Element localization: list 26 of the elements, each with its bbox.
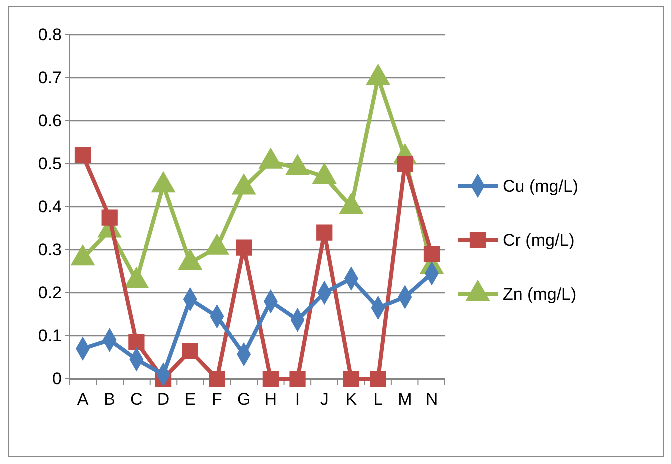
legend-label: Cr (mg/L) (503, 231, 575, 250)
x-tick-label: A (77, 390, 90, 410)
x-tick-label: B (104, 390, 116, 410)
y-tick-label: 0.8 (38, 25, 62, 44)
x-tick-label: L (374, 390, 384, 410)
y-tick-label: 0.1 (38, 326, 62, 346)
x-tick-label: J (320, 390, 329, 410)
y-tick-label: 0.6 (38, 111, 62, 130)
x-tick-label: M (398, 390, 412, 410)
y-tick-label: 0.5 (38, 154, 62, 174)
y-tick-label: 0.4 (38, 197, 62, 216)
x-tick-label: C (130, 390, 143, 410)
x-tick-label: K (346, 390, 358, 410)
x-tick-label: H (264, 390, 278, 410)
x-tick-label: I (295, 390, 300, 410)
y-tick-label: 0.3 (38, 240, 62, 260)
legend-label: Zn (mg/L) (503, 285, 577, 304)
x-tick-label: N (426, 390, 438, 410)
legend-label: Cu (mg/L) (503, 177, 579, 196)
x-tick-label: G (237, 390, 251, 410)
x-tick-label: E (184, 390, 196, 410)
x-tick-label: F (212, 390, 222, 410)
y-tick-label: 0 (52, 369, 62, 388)
x-tick-label: D (157, 390, 170, 410)
y-tick-label: 0.7 (38, 68, 62, 88)
y-tick-label: 0.2 (38, 283, 62, 302)
